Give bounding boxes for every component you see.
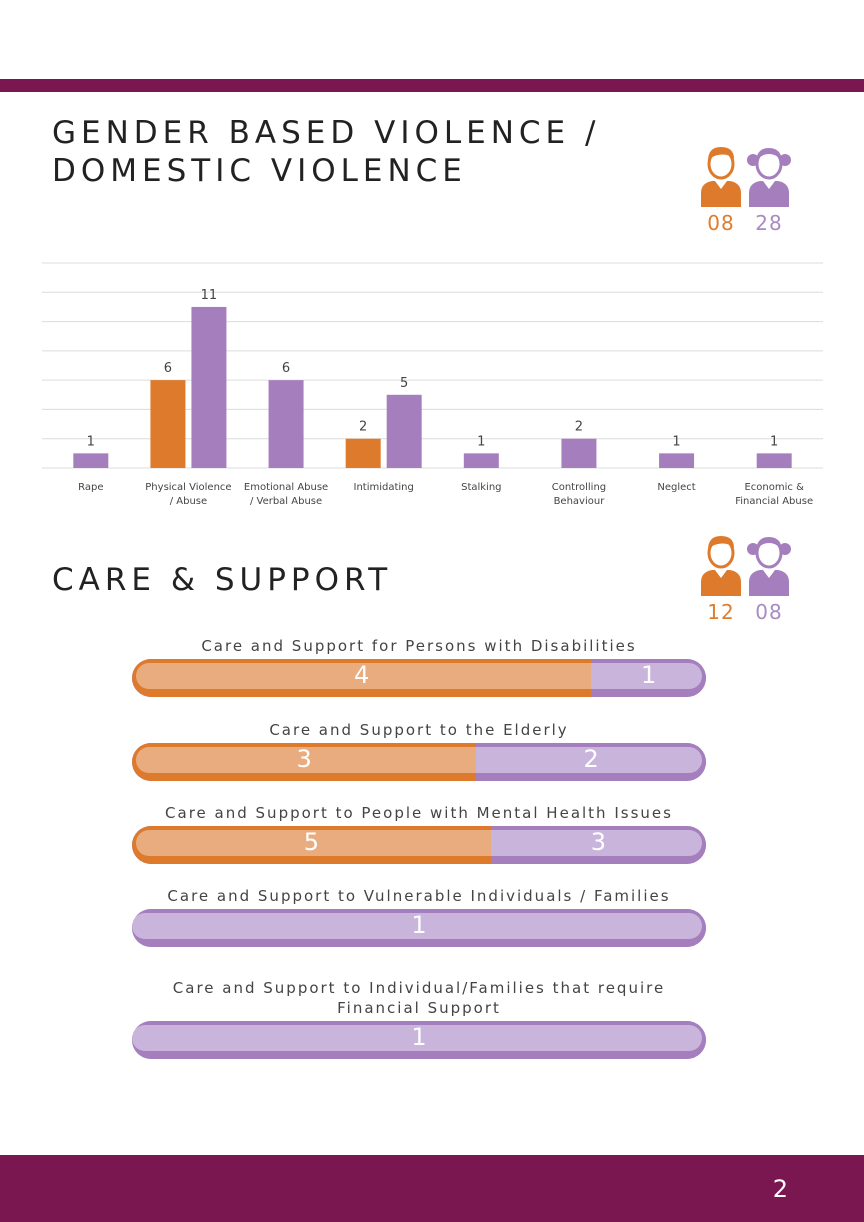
segment-female: 1 [132, 1021, 706, 1059]
segment-female: 1 [132, 909, 706, 947]
segment-value: 1 [411, 1023, 427, 1051]
category-label: Controlling [552, 482, 606, 493]
category-label: Financial Abuse [735, 496, 813, 507]
bar-male [150, 380, 186, 468]
gender-counts-care: 12 08 [697, 532, 793, 624]
segment-male: 4 [132, 659, 592, 697]
gender-counts-gbv: 08 28 [697, 143, 793, 235]
data-label: 6 [282, 361, 290, 376]
bar-female [386, 394, 422, 468]
male-count: 12 [707, 600, 735, 624]
page-number: 2 [772, 1175, 788, 1203]
care-item: Care and Support to Individual/Families … [132, 978, 706, 1059]
girl-icon [747, 148, 791, 207]
category-label: Rape [78, 482, 103, 493]
category-label: Intimidating [354, 482, 414, 493]
category-label: / Abuse [170, 496, 207, 507]
bar-female [659, 453, 695, 468]
care-label: Care and Support to Vulnerable Individua… [167, 887, 671, 905]
data-label: 6 [164, 361, 172, 376]
data-label: 1 [770, 434, 778, 449]
segment-value: 5 [303, 828, 320, 856]
bar-female [463, 453, 499, 468]
title-line-2: DOMESTIC VIOLENCE [52, 153, 467, 189]
category-label: Economic & [744, 482, 804, 493]
care-item: Care and Support for Persons with Disabi… [132, 636, 706, 697]
bar-female [561, 438, 597, 468]
title-line-1: GENDER BASED VIOLENCE / [52, 115, 601, 151]
section-title-gbv: GENDER BASED VIOLENCE / DOMESTIC VIOLENC… [52, 114, 600, 190]
bar-male [345, 438, 381, 468]
care-item: Care and Support to Vulnerable Individua… [132, 886, 706, 947]
data-label: 5 [400, 376, 408, 391]
bar-female [191, 306, 227, 468]
bar-female [268, 380, 304, 468]
segment-value: 3 [590, 828, 607, 856]
data-label: 1 [477, 434, 485, 449]
care-label: Care and Support to People with Mental H… [165, 804, 673, 822]
care-item: Care and Support to the Elderly 2 3 [132, 720, 706, 781]
segment-value: 4 [353, 661, 370, 689]
segment-male: 3 [132, 743, 477, 781]
bar-female [756, 453, 792, 468]
segment-male: 5 [132, 826, 491, 864]
segment-value: 1 [640, 661, 657, 689]
female-count: 28 [755, 211, 783, 235]
data-label: 1 [87, 434, 95, 449]
boy-icon [701, 536, 741, 596]
care-label: Care and Support to the Elderly [269, 721, 569, 739]
care-bar: 1 [132, 909, 706, 947]
care-item: Care and Support to People with Mental H… [132, 803, 706, 864]
care-label: Care and Support to Individual/Families … [172, 979, 666, 1017]
category-label: Neglect [657, 482, 695, 493]
segment-value: 1 [411, 911, 427, 939]
girl-icon [747, 537, 791, 596]
section-title-care: CARE & SUPPORT [52, 561, 392, 599]
data-label: 11 [201, 288, 218, 303]
category-label: Physical Violence [145, 482, 231, 493]
male-count: 08 [707, 211, 735, 235]
segment-value: 3 [296, 745, 312, 773]
category-label: Stalking [461, 482, 501, 493]
care-bar: 1 [132, 1021, 706, 1059]
segment-value: 2 [583, 745, 599, 773]
data-label: 1 [672, 434, 680, 449]
category-label: / Verbal Abuse [250, 496, 322, 507]
category-label: Behaviour [554, 496, 606, 507]
care-label: Care and Support for Persons with Disabi… [201, 637, 637, 655]
footer-band: 2 [0, 1155, 864, 1222]
top-rule [0, 79, 864, 92]
care-title: CARE & SUPPORT [52, 562, 393, 598]
data-label: 2 [359, 420, 367, 435]
boy-icon [701, 147, 741, 207]
data-label: 2 [575, 420, 583, 435]
category-label: Emotional Abuse [244, 482, 328, 493]
bar-female [73, 453, 109, 468]
female-count: 08 [755, 600, 783, 624]
